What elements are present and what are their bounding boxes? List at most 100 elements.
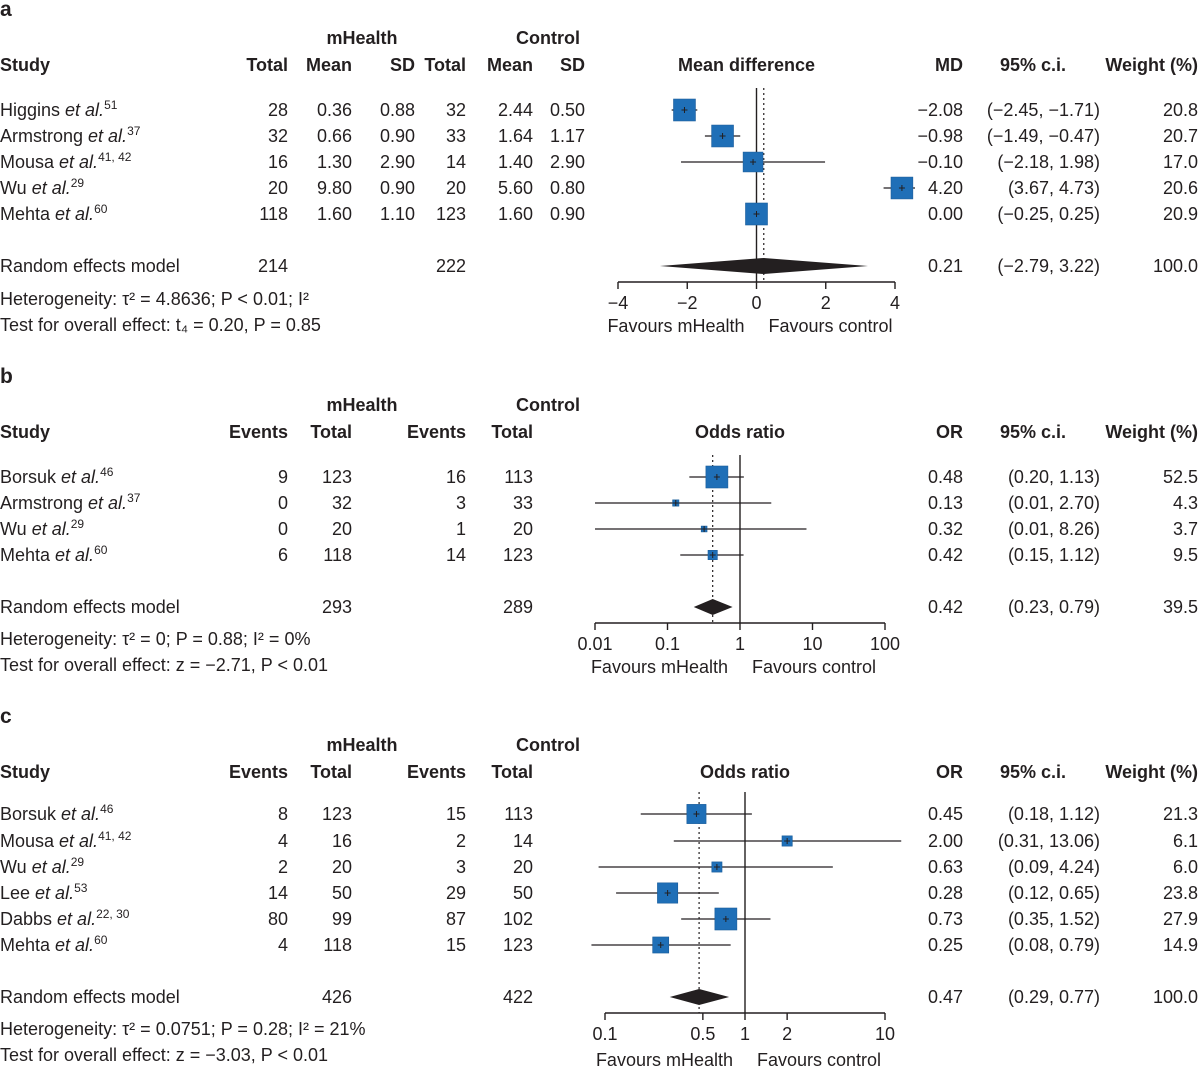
study-estimate: 0.73 [928,909,963,929]
study-row: Borsuk et al.46 8 123 15 113 0.45 (0.18, 1.12)… [0,802,1198,824]
study-name: Mousa et al.41, 42 [0,829,132,851]
group-header-control: Control [516,735,580,755]
favours-right-label: Favours control [769,316,893,336]
study-cell: 123 [503,545,533,565]
column-header-ci: 95% c.i. [1000,762,1066,782]
study-name: Borsuk et al.46 [0,465,114,487]
heterogeneity-text: Heterogeneity: τ² = 0; P = 0.88; I² = 0% [0,629,310,649]
study-weight: 21.3 [1163,804,1198,824]
study-weight: 14.9 [1163,935,1198,955]
study-ci: (0.20, 1.13) [1008,467,1100,487]
study-name: Armstrong et al.37 [0,491,141,513]
study-weight: 17.0 [1163,152,1198,172]
study-cell: 16 [332,831,352,851]
column-header-effect: Mean difference [678,55,815,75]
study-ci: (−0.25, 0.25) [997,204,1100,224]
study-cell: 28 [268,100,288,120]
column-header-cell: Total [491,422,533,442]
favours-left-label: Favours mHealth [596,1050,733,1070]
overall-effect-text: Test for overall effect: t₄ = 0.20, P = … [0,315,321,335]
study-cell: 4 [278,935,288,955]
column-header-cell: SD [560,55,585,75]
tick-label: 0.5 [690,1024,715,1044]
study-cell: 80 [268,909,288,929]
pooled-weight: 100.0 [1153,987,1198,1007]
overall-effect-text: Test for overall effect: z = −3.03, P < … [0,1045,328,1065]
panel-label: a [0,0,12,21]
study-ci: (0.35, 1.52) [1008,909,1100,929]
study-cell: 9.80 [317,178,352,198]
study-row: Borsuk et al.46 9 123 16 113 0.48 (0.20, 1.13)… [0,465,1198,489]
study-cell: 1.64 [498,126,533,146]
study-cell: 2.44 [498,100,533,120]
study-ci: (0.15, 1.12) [1008,545,1100,565]
study-cell: 50 [513,883,533,903]
group-header-mhealth: mHealth [326,28,397,48]
tick-label: 100 [870,634,900,654]
favours-left-label: Favours mHealth [607,316,744,336]
study-row: Mousa et al.41, 42 16 1.30 2.90 14 1.40 2.90 −0… [0,150,1198,173]
study-row: Wu et al.29 0 20 1 20 0.32 (0.01, 8.26) 3.7 [0,517,1198,539]
study-row: Mehta et al.60 4 118 15 123 0.25 (0.08, 0.79) 1… [0,933,1198,955]
x-axis: −4 −2 0 2 4 [608,281,900,313]
study-row: Armstrong et al.37 32 0.66 0.90 33 1.64 1.17 −0… [0,124,1198,148]
pooled-cell: 289 [503,597,533,617]
column-header-cell: Total [246,55,288,75]
study-name: Mehta et al.60 [0,543,108,565]
study-cell: 8 [278,804,288,824]
study-cell: 16 [446,467,466,487]
study-cell: 118 [323,545,352,565]
study-name: Mehta et al.60 [0,202,108,224]
column-header-ci: 95% c.i. [1000,55,1066,75]
study-ci: (−2.18, 1.98) [997,152,1100,172]
study-weight: 6.0 [1173,857,1198,877]
column-header-cell: Mean [306,55,352,75]
study-cell: 118 [259,204,288,224]
study-cell: 20 [513,519,533,539]
study-weight: 23.8 [1163,883,1198,903]
tick-label: 1 [740,1024,750,1044]
study-estimate: 0.42 [928,545,963,565]
study-cell: 113 [504,467,533,487]
column-header-cell: Events [407,762,466,782]
study-cell: 3 [456,493,466,513]
study-ci: (0.12, 0.65) [1008,883,1100,903]
column-header-estimate: OR [936,762,963,782]
column-header-cell: Total [310,762,352,782]
study-cell: 20 [513,857,533,877]
pooled-estimate: 0.21 [928,256,963,276]
study-estimate: 0.00 [928,204,963,224]
study-cell: 2 [456,831,466,851]
tick-label: −4 [608,293,629,313]
study-cell: 15 [446,804,466,824]
study-estimate: 4.20 [928,178,963,198]
favours-left-label: Favours mHealth [591,657,728,677]
study-estimate: −0.10 [917,152,963,172]
tick-label: −2 [677,293,698,313]
pooled-cell: 422 [503,987,533,1007]
study-row: Higgins et al.51 28 0.36 0.88 32 2.44 0.50 −2.0… [0,98,1198,122]
group-header-control: Control [516,395,580,415]
study-cell: 14 [268,883,288,903]
overall-effect-text: Test for overall effect: z = −2.71, P < … [0,655,328,675]
study-cell: 123 [322,467,352,487]
group-header-mhealth: mHealth [326,395,397,415]
study-cell: 9 [278,467,288,487]
study-cell: 16 [268,152,288,172]
pooled-ci: (0.23, 0.79) [1008,597,1100,617]
pooled-diamond [669,989,730,1005]
study-cell: 1 [456,519,466,539]
study-cell: 5.60 [498,178,533,198]
tick-label: 2 [821,293,831,313]
pooled-cell: 222 [436,256,466,276]
study-cell: 1.10 [380,204,415,224]
study-estimate: 0.45 [928,804,963,824]
study-weight: 20.9 [1163,204,1198,224]
study-cell: 1.40 [498,152,533,172]
study-name: Dabbs et al.22, 30 [0,907,130,929]
study-cell: 14 [513,831,533,851]
study-cell: 102 [503,909,533,929]
tick-label: 10 [802,634,822,654]
panel-c: c mHealth Control Study Events Total Events Tot… [0,705,1198,1070]
study-name: Wu et al.29 [0,176,84,198]
